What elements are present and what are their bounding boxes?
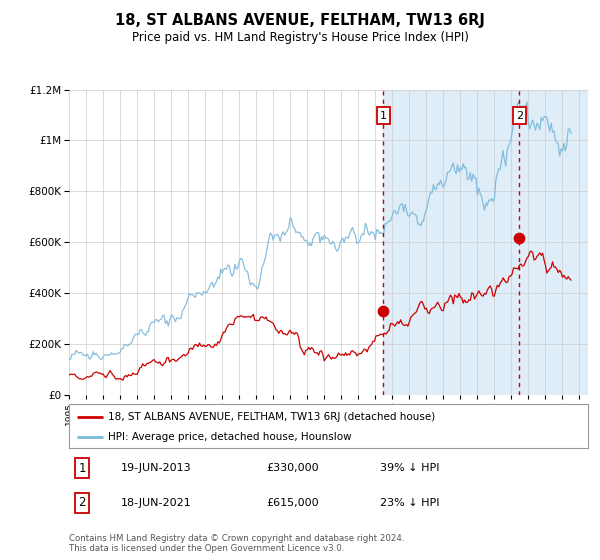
Text: 18, ST ALBANS AVENUE, FELTHAM, TW13 6RJ (detached house): 18, ST ALBANS AVENUE, FELTHAM, TW13 6RJ …	[108, 412, 435, 422]
Text: Contains HM Land Registry data © Crown copyright and database right 2024.
This d: Contains HM Land Registry data © Crown c…	[69, 534, 404, 553]
Text: 2: 2	[516, 110, 523, 120]
Text: 2: 2	[78, 496, 86, 510]
Point	[515, 234, 524, 243]
Text: 1: 1	[78, 461, 86, 475]
Text: 18-JUN-2021: 18-JUN-2021	[121, 498, 191, 508]
Text: £615,000: £615,000	[266, 498, 319, 508]
Point	[379, 306, 388, 315]
Text: 39% ↓ HPI: 39% ↓ HPI	[380, 463, 440, 473]
Text: 19-JUN-2013: 19-JUN-2013	[121, 463, 191, 473]
Text: £330,000: £330,000	[266, 463, 319, 473]
Text: 1: 1	[380, 110, 387, 120]
Text: HPI: Average price, detached house, Hounslow: HPI: Average price, detached house, Houn…	[108, 432, 352, 442]
Text: 18, ST ALBANS AVENUE, FELTHAM, TW13 6RJ: 18, ST ALBANS AVENUE, FELTHAM, TW13 6RJ	[115, 13, 485, 29]
Bar	[383, 90, 600, 395]
Text: Price paid vs. HM Land Registry's House Price Index (HPI): Price paid vs. HM Land Registry's House …	[131, 31, 469, 44]
Text: 23% ↓ HPI: 23% ↓ HPI	[380, 498, 440, 508]
